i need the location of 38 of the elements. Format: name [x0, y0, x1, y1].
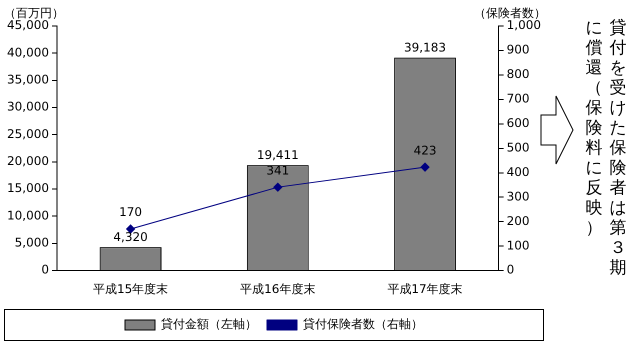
y2-tick-label: 400 [506, 164, 530, 179]
data-label: 39,183 [404, 40, 446, 55]
y2-tick-label: 700 [506, 92, 530, 106]
y-tick-label: 0 [41, 262, 49, 277]
text: に償還（保険料に反映） [586, 18, 602, 238]
text: 貸付を受けた保険者は第３期 [610, 18, 626, 278]
y-tick-label: 45,000 [6, 18, 49, 32]
data-label: 4,320 [113, 230, 148, 244]
y2-axis-title: （保険者数） [474, 6, 546, 20]
y-tick-label: 25,000 [6, 126, 49, 141]
y2-tick-label: 800 [506, 67, 530, 82]
x-tick-label: 平成16年度末 [240, 282, 316, 296]
y2-tick-label: 300 [506, 189, 530, 204]
legend-label: 貸付金額（左軸） [161, 317, 257, 332]
y2-tick-label: 600 [506, 116, 530, 130]
y2-tick-label: 900 [506, 42, 530, 57]
y-tick-label: 40,000 [6, 45, 49, 60]
y-tick-label: 35,000 [6, 72, 49, 86]
data-label: 341 [266, 163, 290, 178]
y-tick-label: 20,000 [6, 154, 49, 168]
data-label: 19,411 [256, 148, 299, 162]
y2-tick-label: 100 [506, 238, 530, 252]
y2-tick-label: 500 [506, 140, 530, 154]
legend-label: 貸付保険者数（右軸） [303, 317, 423, 332]
y-tick-label: 10,000 [6, 208, 49, 222]
y-axis-title: （百万円） [4, 6, 64, 20]
data-label: 170 [119, 205, 142, 220]
y-tick-label: 5,000 [14, 236, 49, 250]
point [420, 162, 430, 172]
y-tick-label: 30,000 [6, 100, 49, 114]
point [273, 182, 282, 192]
y-tick-label: 15,000 [6, 181, 49, 196]
y2-tick-label: 200 [506, 214, 530, 228]
data-label: 423 [414, 143, 436, 158]
y2-tick-label: 1,000 [506, 18, 542, 32]
y2-tick-label: 0 [506, 262, 514, 277]
x-tick-label: 平成17年度末 [387, 282, 463, 296]
x-tick-label: 平成15年度末 [92, 282, 168, 296]
